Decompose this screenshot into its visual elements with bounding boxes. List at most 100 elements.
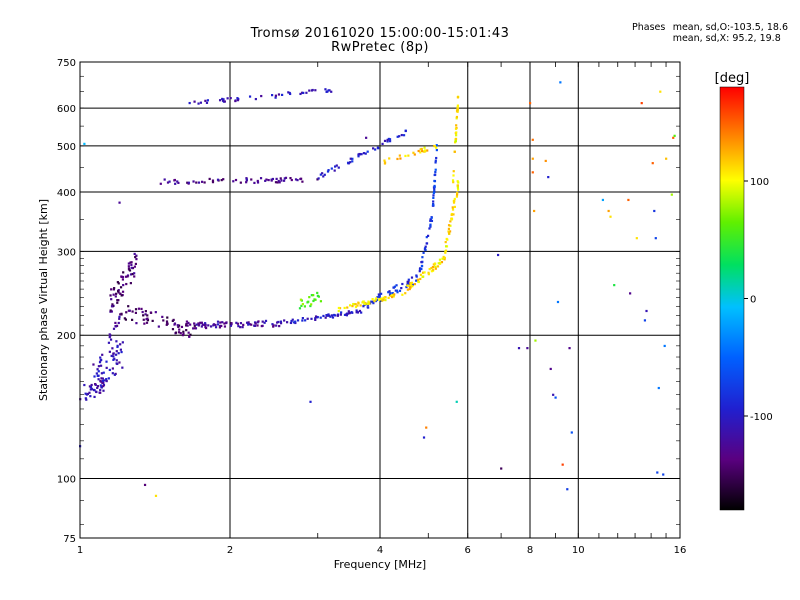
echo-point: [425, 236, 428, 239]
echo-point: [346, 306, 349, 309]
echo-point: [430, 267, 433, 270]
echo-point: [372, 300, 375, 303]
echo-point: [372, 147, 375, 150]
echo-point: [173, 323, 176, 326]
echo-point: [172, 318, 175, 322]
x-tick-label: 16: [674, 545, 687, 556]
echo-point: [144, 310, 147, 313]
echo-point: [360, 311, 363, 314]
echo-point: [314, 89, 317, 92]
echo-point: [271, 177, 275, 181]
echo-point: [337, 166, 340, 169]
echo-point: [195, 181, 198, 184]
echo-point: [366, 150, 369, 153]
echo-point: [531, 138, 534, 141]
echo-point: [432, 194, 435, 197]
echo-point: [549, 367, 552, 371]
y-tick-label: 500: [57, 142, 76, 153]
echo-point: [443, 258, 446, 261]
echo-point: [407, 278, 410, 281]
echo-point: [239, 326, 242, 329]
echo-point: [117, 282, 120, 285]
echo-point: [347, 312, 350, 315]
echo-point: [110, 354, 113, 358]
echo-point: [193, 324, 196, 327]
echo-point: [229, 97, 232, 100]
echo-point: [352, 302, 355, 306]
echo-point: [386, 139, 389, 142]
echo-point: [200, 325, 203, 328]
echo-point: [421, 271, 425, 274]
echo-point: [135, 322, 138, 325]
echo-point: [236, 322, 239, 325]
echo-point: [434, 161, 437, 164]
echo-point: [405, 285, 408, 289]
echo-point: [351, 305, 354, 308]
echo-point: [113, 357, 116, 360]
echo-point: [116, 362, 119, 366]
echo-point: [187, 321, 190, 325]
echo-point: [333, 165, 337, 168]
echo-point: [301, 180, 304, 183]
echo-point: [185, 329, 188, 332]
echo-point: [130, 263, 133, 266]
echo-point: [384, 295, 387, 299]
echo-point: [426, 234, 430, 237]
echo-point: [319, 316, 322, 319]
echo-point: [387, 291, 390, 294]
echo-point: [298, 307, 302, 310]
echo-point: [103, 379, 106, 382]
echo-point: [444, 249, 448, 252]
y-tick-label: 400: [57, 188, 76, 199]
echo-point: [326, 170, 330, 173]
echo-point: [178, 328, 181, 331]
echo-point: [107, 377, 110, 380]
echo-point: [294, 320, 297, 323]
echo-point: [662, 473, 665, 476]
echo-point: [120, 350, 123, 354]
echo-point: [294, 321, 297, 325]
y-tick-label: 100: [57, 475, 76, 486]
echo-point: [673, 134, 676, 137]
echo-point: [236, 97, 239, 100]
echo-point: [110, 298, 113, 301]
echo-point: [435, 148, 438, 152]
echo-point: [197, 324, 200, 327]
echo-point: [179, 332, 182, 335]
echo-point: [193, 100, 196, 103]
echo-point: [347, 162, 350, 165]
echo-point: [338, 307, 342, 310]
echo-point: [296, 179, 299, 182]
echo-point: [112, 352, 115, 355]
echo-point: [299, 177, 302, 181]
echo-point: [131, 318, 134, 321]
echo-point: [290, 178, 293, 182]
echo-point: [134, 311, 138, 314]
echo-point: [496, 253, 500, 257]
echo-point: [393, 285, 397, 288]
echo-point: [336, 314, 339, 317]
echo-point: [102, 389, 105, 392]
echo-point: [177, 324, 181, 327]
echo-point: [430, 216, 433, 219]
echo-point: [197, 322, 200, 325]
echo-point: [162, 319, 165, 322]
echo-point: [323, 173, 326, 176]
y-tick-label: 200: [57, 331, 76, 342]
echo-point: [200, 321, 203, 324]
echo-point: [299, 298, 303, 301]
echo-point: [214, 323, 217, 327]
echo-point: [96, 385, 100, 388]
echo-point: [99, 384, 102, 387]
echo-point: [94, 383, 97, 386]
echo-point: [317, 295, 320, 298]
echo-point: [274, 94, 278, 97]
echo-point: [277, 179, 280, 183]
echo-point: [356, 310, 359, 314]
echo-point: [337, 306, 340, 310]
echo-point: [121, 290, 125, 293]
echo-point: [388, 138, 392, 141]
echo-point: [280, 179, 283, 182]
echo-point: [284, 176, 288, 179]
echo-point: [372, 302, 375, 305]
